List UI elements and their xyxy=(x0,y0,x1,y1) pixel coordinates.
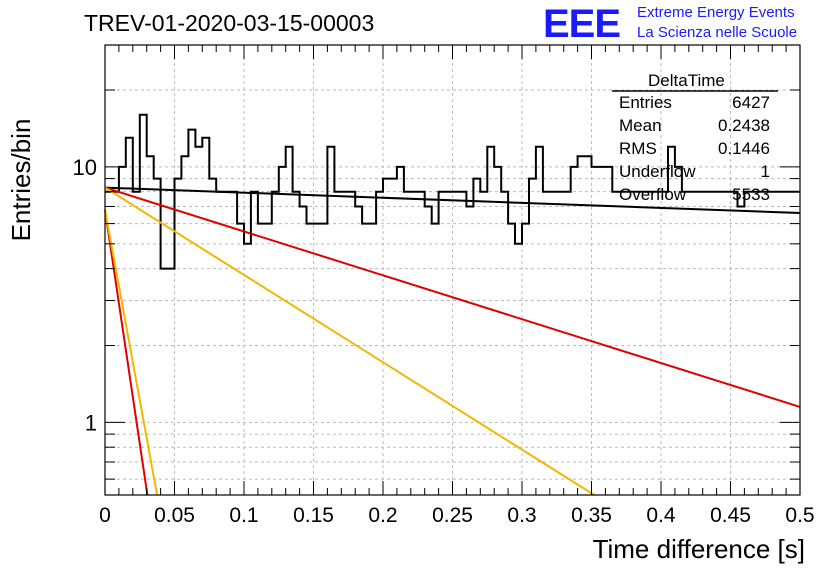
fit-line xyxy=(104,209,159,496)
x-tick-label: 0.05 xyxy=(154,504,195,527)
x-tick-label: 0.35 xyxy=(571,504,612,527)
histogram-line xyxy=(105,113,800,270)
x-tick-label: 0.2 xyxy=(368,504,397,527)
y-tick-label: 1 xyxy=(85,410,97,435)
fit-curves xyxy=(104,186,801,496)
stat-label: RMS xyxy=(619,139,657,158)
x-tick-label: 0.15 xyxy=(293,504,334,527)
x-tick-label: 0.25 xyxy=(432,504,473,527)
fit-line xyxy=(104,209,149,496)
stat-value: 6427 xyxy=(732,93,770,112)
x-axis-label: Time difference [s] xyxy=(593,534,805,564)
chart-title: TREV-01-2020-03-15-00003 xyxy=(84,10,375,36)
histogram-series xyxy=(105,113,800,270)
stat-value: 1 xyxy=(760,162,770,181)
stat-label: Mean xyxy=(619,116,662,135)
logo-line-2: La Scienza nelle Scuole xyxy=(637,24,798,41)
fit-line xyxy=(104,186,595,496)
eee-logo: EEE xyxy=(543,2,621,46)
stat-label: Underflow xyxy=(619,162,696,181)
axis-ticks xyxy=(104,44,801,495)
x-tick-label: 0.1 xyxy=(229,504,258,527)
stats-title: DeltaTime xyxy=(648,71,725,90)
x-tick-label: 0.3 xyxy=(507,504,536,527)
x-tick-labels: 0 0.05 0.1 0.15 0.2 0.25 0.3 0.35 0.4 0.45 0.5 xyxy=(99,504,814,527)
fit-line xyxy=(104,186,801,214)
stat-value: 0.1446 xyxy=(718,139,770,158)
x-tick-label: 0.5 xyxy=(785,504,814,527)
y-tick-labels: 1 10 xyxy=(73,155,97,436)
logo-line-1: Extreme Energy Events xyxy=(637,4,795,21)
stat-value: 5533 xyxy=(732,185,770,204)
fit-line xyxy=(104,186,801,408)
x-tick-label: 0 xyxy=(99,504,111,527)
stat-label: Overflow xyxy=(619,185,687,204)
x-tick-label: 0.45 xyxy=(710,504,751,527)
stat-value: 0.2438 xyxy=(718,116,770,135)
y-axis-label: Entries/bin xyxy=(6,119,36,242)
x-tick-label: 0.4 xyxy=(646,504,676,527)
y-tick-label: 10 xyxy=(73,155,97,180)
stat-label: Entries xyxy=(619,93,672,112)
